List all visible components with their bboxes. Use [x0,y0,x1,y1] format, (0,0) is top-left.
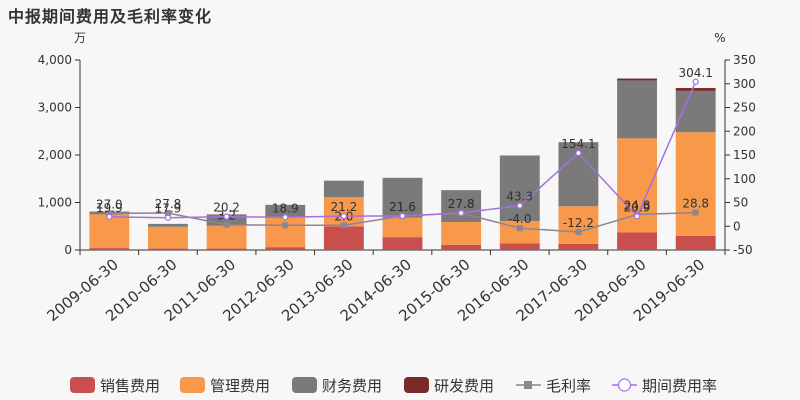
bar-segment [617,232,657,250]
bar-segment [206,248,247,250]
bar-segment [382,237,423,250]
data-label: 21.6 [389,200,416,214]
data-label: 27.8 [448,197,475,211]
line-point [282,222,289,229]
y-right-tick-label: 100 [733,172,756,186]
bar-segment [675,88,716,91]
legend-swatch [180,377,205,393]
bar-segment [675,132,716,236]
bar-segment [382,217,423,238]
bar-segment [89,248,130,250]
data-label: 304.1 [679,66,713,80]
legend-swatch [292,377,317,393]
bar-segment [265,247,306,250]
y-right-tick-label: -50 [733,243,753,257]
bar-segment [265,216,306,248]
legend-label: 财务费用 [322,377,382,395]
bar-segment [558,206,599,244]
line-point [164,214,172,221]
y-left-tick-label: 1,000 [38,196,72,210]
data-label: 154.1 [561,137,595,151]
line-point [516,202,523,209]
legend-swatch [70,377,95,393]
bar-segment [206,225,247,249]
bar-segment [89,214,130,249]
legend-swatch [404,377,429,393]
data-label: 18.9 [272,201,299,215]
line-point [692,78,699,85]
legend-marker [617,378,632,392]
data-label: 43.3 [506,190,533,204]
y-right-tick-label: 50 [733,196,748,210]
line-point [223,213,230,220]
line-point [223,221,230,228]
line-point [164,210,171,217]
y-right-tick-label: 300 [733,77,756,91]
y-right-tick-label: 200 [733,124,756,138]
bar-segment [148,226,188,249]
line-point [106,210,113,217]
bar-segment [441,221,482,245]
y-left-tick-label: 3,000 [38,101,72,115]
y-right-tick-label: 350 [733,53,756,67]
y-right-tick-label: 250 [733,101,756,115]
y-left-tick-label: 4,000 [38,53,72,67]
legend-label: 管理费用 [210,377,270,395]
line-point [340,222,347,229]
data-label: 28.8 [682,197,709,211]
bar-segment [441,244,482,250]
y-right-tick-label: 150 [733,148,756,162]
bar-segment [499,221,540,244]
data-label: -12.2 [563,216,594,230]
bar-segment [499,155,540,222]
bar-segment [675,235,716,250]
legend-label: 期间费用率 [642,377,717,395]
line-point [282,214,289,221]
data-label: 19.9 [96,201,123,215]
bar-segment [499,243,540,250]
data-label: 17.9 [155,202,182,216]
line-point [575,229,582,236]
bar-segment [148,223,188,227]
legend-marker [524,381,532,389]
bar-segment [675,90,716,133]
legend-label: 研发费用 [434,377,494,395]
y-left-tick-label: 0 [64,243,72,257]
legend-label: 销售费用 [100,377,160,395]
bar-segment [323,197,364,227]
data-label: 20.2 [213,201,240,215]
y-right-tick-label: 0 [733,219,741,233]
data-label: -4.0 [508,212,531,226]
data-label: 20.9 [624,200,651,214]
bar-segment [323,226,364,250]
bar-segment [323,180,364,198]
line-point [516,225,523,232]
bar-segment [148,248,188,250]
line-point [458,209,465,217]
line-point [575,149,582,157]
line-point [106,213,113,220]
y-right-unit: % [714,31,725,45]
data-label: 21.2 [331,200,358,214]
y-left-tick-label: 2,000 [38,148,72,162]
chart-title: 中报期间费用及毛利率变化 [8,7,213,26]
legend-label: 毛利率 [546,377,591,395]
line-point [633,213,641,220]
bar-segment [382,177,423,218]
data-label: 27.0 [96,197,123,211]
bar-segment [206,214,247,226]
line-point [692,209,699,216]
data-label: 21.6 [389,200,416,214]
data-label: 27.8 [448,197,475,211]
bar-segment [617,80,657,139]
data-label: 27.8 [155,197,182,211]
line-point [399,212,406,220]
line-point [340,213,347,220]
bar-segment [617,78,657,81]
bar-segment [265,204,306,217]
bar-segment [558,243,599,250]
y-left-unit: 万 [74,31,86,45]
